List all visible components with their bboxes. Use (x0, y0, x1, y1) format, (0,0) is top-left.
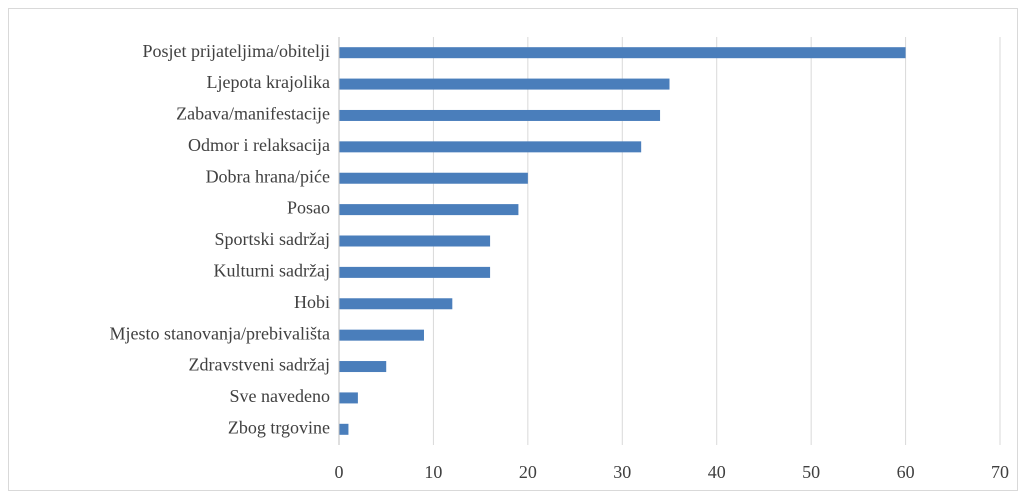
bar (339, 266, 491, 278)
y-tick-label: Zabava/manifestacije (176, 104, 330, 124)
x-tick-label: 20 (519, 462, 537, 482)
y-tick-label: Zdravstveni sadržaj (189, 355, 330, 375)
bar (339, 235, 491, 247)
x-tick-label: 40 (708, 462, 726, 482)
bar (339, 47, 906, 59)
bar (339, 361, 387, 373)
bar (339, 109, 661, 121)
y-tick-label: Sportski sadržaj (215, 229, 330, 249)
y-tick-label: Ljepota krajolika (207, 72, 330, 92)
bar (339, 172, 528, 184)
y-tick-label: Sve navedeno (230, 386, 330, 406)
x-tick-label: 0 (335, 462, 344, 482)
bar (339, 392, 358, 404)
bar (339, 298, 453, 310)
bar (339, 329, 424, 341)
y-tick-label: Hobi (294, 292, 330, 312)
y-tick-label: Posao (287, 198, 330, 218)
x-tick-label: 30 (613, 462, 631, 482)
bar (339, 78, 670, 90)
y-tick-label: Posjet prijateljima/obitelji (143, 41, 330, 61)
y-tick-label: Kulturni sadržaj (214, 261, 330, 281)
y-tick-label: Mjesto stanovanja/prebivališta (110, 323, 330, 343)
x-tick-label: 60 (897, 462, 915, 482)
x-tick-label: 70 (991, 462, 1009, 482)
y-tick-label: Zbog trgovine (228, 417, 330, 437)
y-tick-label: Dobra hrana/piće (206, 166, 330, 186)
x-tick-label: 50 (802, 462, 820, 482)
bar (339, 141, 642, 153)
x-tick-label: 10 (424, 462, 442, 482)
y-tick-label: Odmor i relaksacija (188, 135, 330, 155)
bar (339, 423, 349, 435)
bar (339, 204, 519, 216)
